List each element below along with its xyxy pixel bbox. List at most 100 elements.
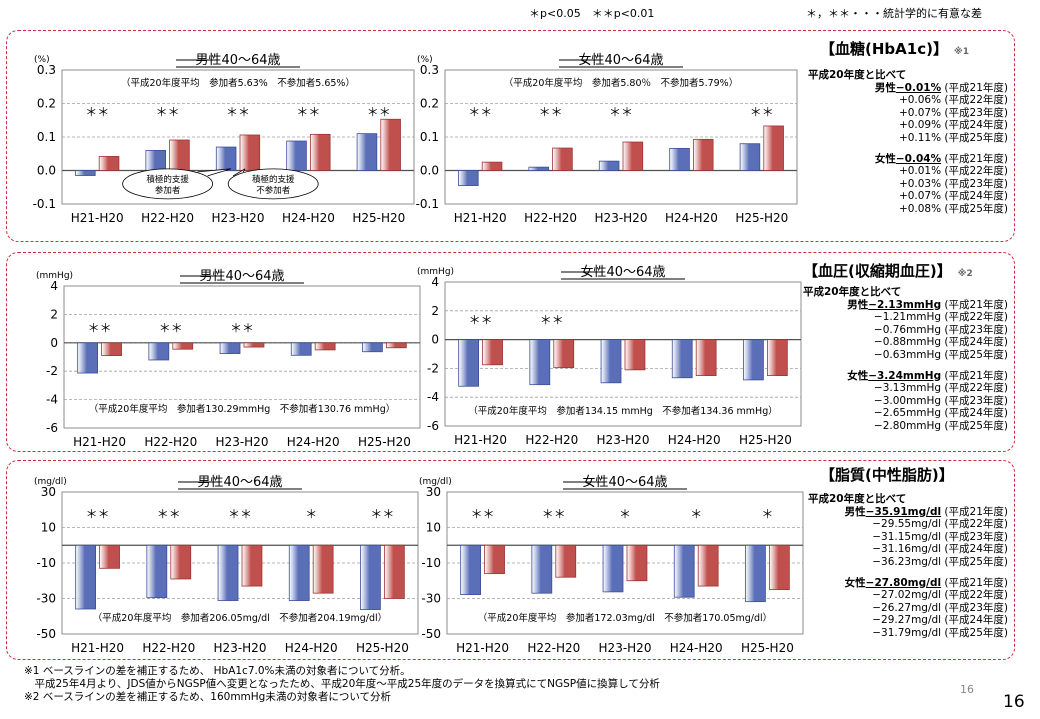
y-unit-label: (mg/dl) (34, 477, 67, 487)
comparison-value: −2.13mmHg (868, 298, 942, 311)
bar-participant (529, 339, 551, 386)
x-tick-label: H22-H20 (527, 641, 580, 655)
x-tick-label: H23-H20 (214, 641, 267, 655)
comparison-value: −31.79mg/dl (872, 626, 942, 639)
bar-nonparticipant (692, 138, 714, 171)
bar-nonparticipant (170, 544, 192, 580)
comparison-value: −2.80mmHg (873, 419, 942, 432)
comparison-period: (平成23年度) (941, 530, 1008, 543)
comparison-bp: 平成20年度と比べて 男性−2.13mmHg (平成21年度) −1.21mmHg … (803, 286, 1008, 433)
y-tick-label: -6 (46, 421, 58, 435)
comparison-row: +0.06% (平成22年度) (808, 94, 1008, 107)
y-tick-label: 10 (41, 521, 56, 535)
chart-title: 女性40〜64歳 (580, 264, 665, 280)
comparison-period: (平成24年度) (941, 190, 1008, 203)
comparison-value: −1.21mmHg (873, 311, 942, 324)
footnote-1: ※1 ベースラインの差を補正するため、 HbA1c7.0%未満の対象者について分… (24, 665, 411, 677)
y-tick-label: 4 (431, 275, 439, 289)
y-tick-label: 0.0 (420, 164, 439, 178)
comparison-row: 女性−0.04% (平成21年度) (808, 153, 1008, 166)
comparison-value: +0.08% (898, 202, 942, 215)
page-number-small: 16 (960, 683, 974, 696)
significance-mark: ＊＊ (228, 507, 252, 521)
group-label: 女性 (847, 369, 869, 382)
y-tick-label: -30 (421, 592, 441, 606)
comparison-period: (平成23年度) (941, 177, 1008, 190)
bar-participant (743, 339, 764, 381)
comparison-period: (平成23年度) (941, 601, 1008, 614)
y-tick-label: -4 (46, 393, 58, 407)
significance-levels: ＊p<0.05 ＊＊p<0.01 (529, 7, 655, 20)
significance-mark: ＊ (690, 507, 702, 521)
bar-nonparticipant (312, 544, 334, 594)
comparison-period: (平成22年度) (941, 165, 1008, 178)
comparison-row: −31.16mg/dl (平成24年度) (808, 543, 1008, 556)
x-tick-label: H24-H20 (665, 211, 718, 225)
comparison-value: +0.07% (898, 190, 942, 203)
comparison-heading: 平成20年度と比べて (808, 69, 907, 81)
comparison-value: −31.16mg/dl (872, 543, 942, 556)
spacer (808, 145, 1008, 153)
y-tick-label: -50 (36, 627, 56, 641)
significance-mark: ＊＊ (542, 507, 566, 521)
comparison-row: −3.00mmHg (平成23年度) (803, 395, 1008, 408)
y-unit-label: (mg/dl) (419, 477, 452, 487)
x-tick-label: H22-H20 (142, 641, 195, 655)
group-label: 男性 (874, 81, 896, 94)
baseline-note: （平成20年度平均 参加者5.80％ 不参加者5.79%） (504, 77, 738, 89)
comparison-value: −26.27mg/dl (872, 601, 942, 614)
comparison-period: (平成21年度) (941, 81, 1008, 94)
comparison-value: +0.07% (898, 106, 942, 119)
comparison-heading: 平成20年度と比べて (808, 493, 907, 505)
x-tick-label: H25-H20 (352, 211, 405, 225)
bar-nonparticipant (243, 342, 265, 348)
chart-title: 男性40〜64歳 (195, 53, 280, 68)
bar-nonparticipant (383, 544, 405, 599)
y-unit-label: (mmHg) (36, 271, 73, 281)
y-tick-label: -2 (46, 364, 58, 378)
page-number: 16 (1003, 692, 1025, 712)
comparison-row: −3.13mmHg (平成22年度) (803, 382, 1008, 395)
bar-nonparticipant (622, 141, 644, 171)
comparison-value: −27.02mg/dl (872, 589, 942, 602)
chart-bp-male: -6 -4 -2 0 2 4(mmHg) 男性40〜64歳 H21-H20 ＊＊ H22-H20 ＊… (36, 269, 421, 449)
chart-lipid-male: -50 -30 -10 10 30(mg/dl) 男性40〜64歳 H21-H20 ＊＊ H22… (34, 475, 419, 655)
comparison-value: −0.76mmHg (873, 323, 942, 336)
comparison-value: −0.01% (895, 81, 942, 94)
comparison-value: +0.01% (898, 165, 942, 178)
spacer (803, 362, 1008, 370)
significance-mark: ＊ (305, 507, 317, 521)
y-tick-label: -0.1 (416, 197, 439, 211)
comparison-period: (平成22年度) (941, 589, 1008, 602)
significance-mark: ＊＊ (750, 105, 774, 119)
bar-participant (598, 160, 620, 171)
significance-mark: ＊＊ (370, 507, 394, 521)
bar-participant (739, 143, 761, 171)
comparison-hba1c: 平成20年度と比べて 男性−0.01% (平成21年度) +0.06% (平成22年… (808, 69, 1008, 216)
comparison-value: +0.09% (898, 119, 942, 132)
comparison-period: (平成22年度) (941, 311, 1008, 324)
y-tick-label: -0.1 (33, 197, 56, 211)
x-tick-label: H21-H20 (456, 641, 509, 655)
x-tick-label: H22-H20 (525, 433, 578, 447)
bar-nonparticipant (552, 147, 573, 171)
comparison-row: 男性−35.91mg/dl (平成21年度) (808, 506, 1008, 519)
comparison-row: +0.03% (平成23年度) (808, 178, 1008, 191)
y-tick-label: 2 (431, 304, 439, 318)
comparison-heading: 平成20年度と比べて (803, 286, 902, 298)
bar-participant (458, 339, 480, 387)
bar-participant (531, 544, 553, 594)
bar-participant (460, 544, 482, 595)
comparison-period: (平成25年度) (941, 348, 1008, 361)
bar-nonparticipant (695, 339, 717, 376)
bar-participant (146, 544, 168, 599)
comparison-row: −0.63mmHg (平成25年度) (803, 349, 1008, 362)
significance-mark: ＊＊ (609, 105, 633, 119)
section-blood-pressure (6, 252, 1015, 452)
comparison-period: (平成25年度) (941, 555, 1008, 568)
bar-nonparticipant (314, 342, 336, 351)
section-blood-sugar (6, 30, 1015, 242)
chart-bp-female: -6 -4 -2 0 2 4(mmHg) 女性40〜64歳 H21-H20 ＊＊ H22-H20 ＊… (417, 264, 802, 447)
x-tick-label: H25-H20 (735, 211, 788, 225)
comparison-value: −29.27mg/dl (872, 614, 942, 627)
